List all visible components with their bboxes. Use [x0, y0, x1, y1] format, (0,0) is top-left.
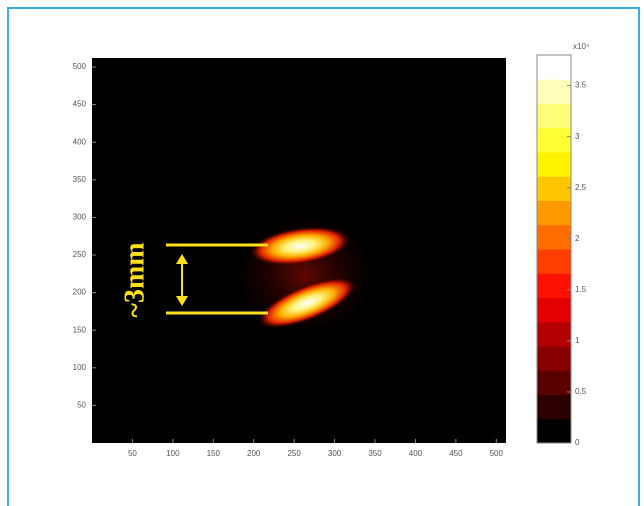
- x-tick-label: 250: [287, 449, 301, 458]
- annotation: ~3mm: [119, 242, 150, 317]
- y-tick-label: 150: [73, 325, 87, 334]
- y-tick-label: 350: [73, 175, 87, 184]
- y-tick-label: 250: [73, 250, 87, 259]
- colorbar-level: [537, 249, 571, 274]
- x-tick-label: 150: [207, 449, 221, 458]
- colorbar-unit: x10⁴: [573, 42, 590, 51]
- x-tick-label: 200: [247, 449, 261, 458]
- x-tick-label: 500: [490, 449, 504, 458]
- lower-spot: [258, 277, 356, 329]
- colorbar-level: [537, 346, 571, 371]
- colorbar-frame: [536, 54, 572, 444]
- x-tick-label: 450: [449, 449, 463, 458]
- y-tick-label: 50: [77, 401, 86, 410]
- colorbar-tick-label: 3: [575, 132, 580, 141]
- y-tick-label: 100: [73, 363, 87, 372]
- colorbar-level: [537, 370, 571, 395]
- colorbar-tick-label: 0: [575, 438, 580, 447]
- colorbar-level: [537, 224, 571, 250]
- colorbar-tick-label: 2.5: [575, 183, 587, 192]
- colorbar-level: [537, 394, 571, 420]
- heat-region: [235, 215, 375, 335]
- y-tick-label: 300: [73, 213, 87, 222]
- y-tick-label: 500: [73, 62, 87, 71]
- colorbar-tick-label: 1: [575, 336, 580, 345]
- x-tick-label: 100: [166, 449, 180, 458]
- x-tick-label: 350: [368, 449, 382, 458]
- colorbar-tick-label: 1.5: [575, 285, 587, 294]
- frame: [7, 7, 640, 506]
- colorbar-tick-label: 2: [575, 234, 580, 243]
- colorbar-level: [537, 103, 571, 129]
- x-tick-label: 50: [128, 449, 137, 458]
- colorbar-level: [537, 55, 571, 80]
- arrow-head-down: [176, 296, 188, 306]
- colorbar-level: [537, 273, 571, 298]
- y-tick-label: 450: [73, 100, 87, 109]
- colorbar-level: [537, 79, 571, 104]
- x-tick-label: 300: [328, 449, 342, 458]
- y-tick-label: 200: [73, 288, 87, 297]
- y-tick-label: 400: [73, 137, 87, 146]
- colorbar-level: [537, 321, 571, 347]
- colorbar-level: [537, 127, 571, 153]
- annotation-marker: [166, 243, 268, 315]
- upper-spot: [250, 226, 350, 266]
- x-tick-label: 400: [409, 449, 423, 458]
- colorbar-level: [537, 200, 571, 226]
- arrow-head-up: [176, 254, 188, 264]
- colorbar-level: [537, 152, 571, 177]
- colorbar-level: [537, 297, 571, 323]
- colorbar-tick-label: 0.5: [575, 387, 587, 396]
- colorbar-tick-label: 3.5: [575, 81, 587, 90]
- colorbar-level: [537, 176, 571, 201]
- colorbar-level: [537, 418, 571, 444]
